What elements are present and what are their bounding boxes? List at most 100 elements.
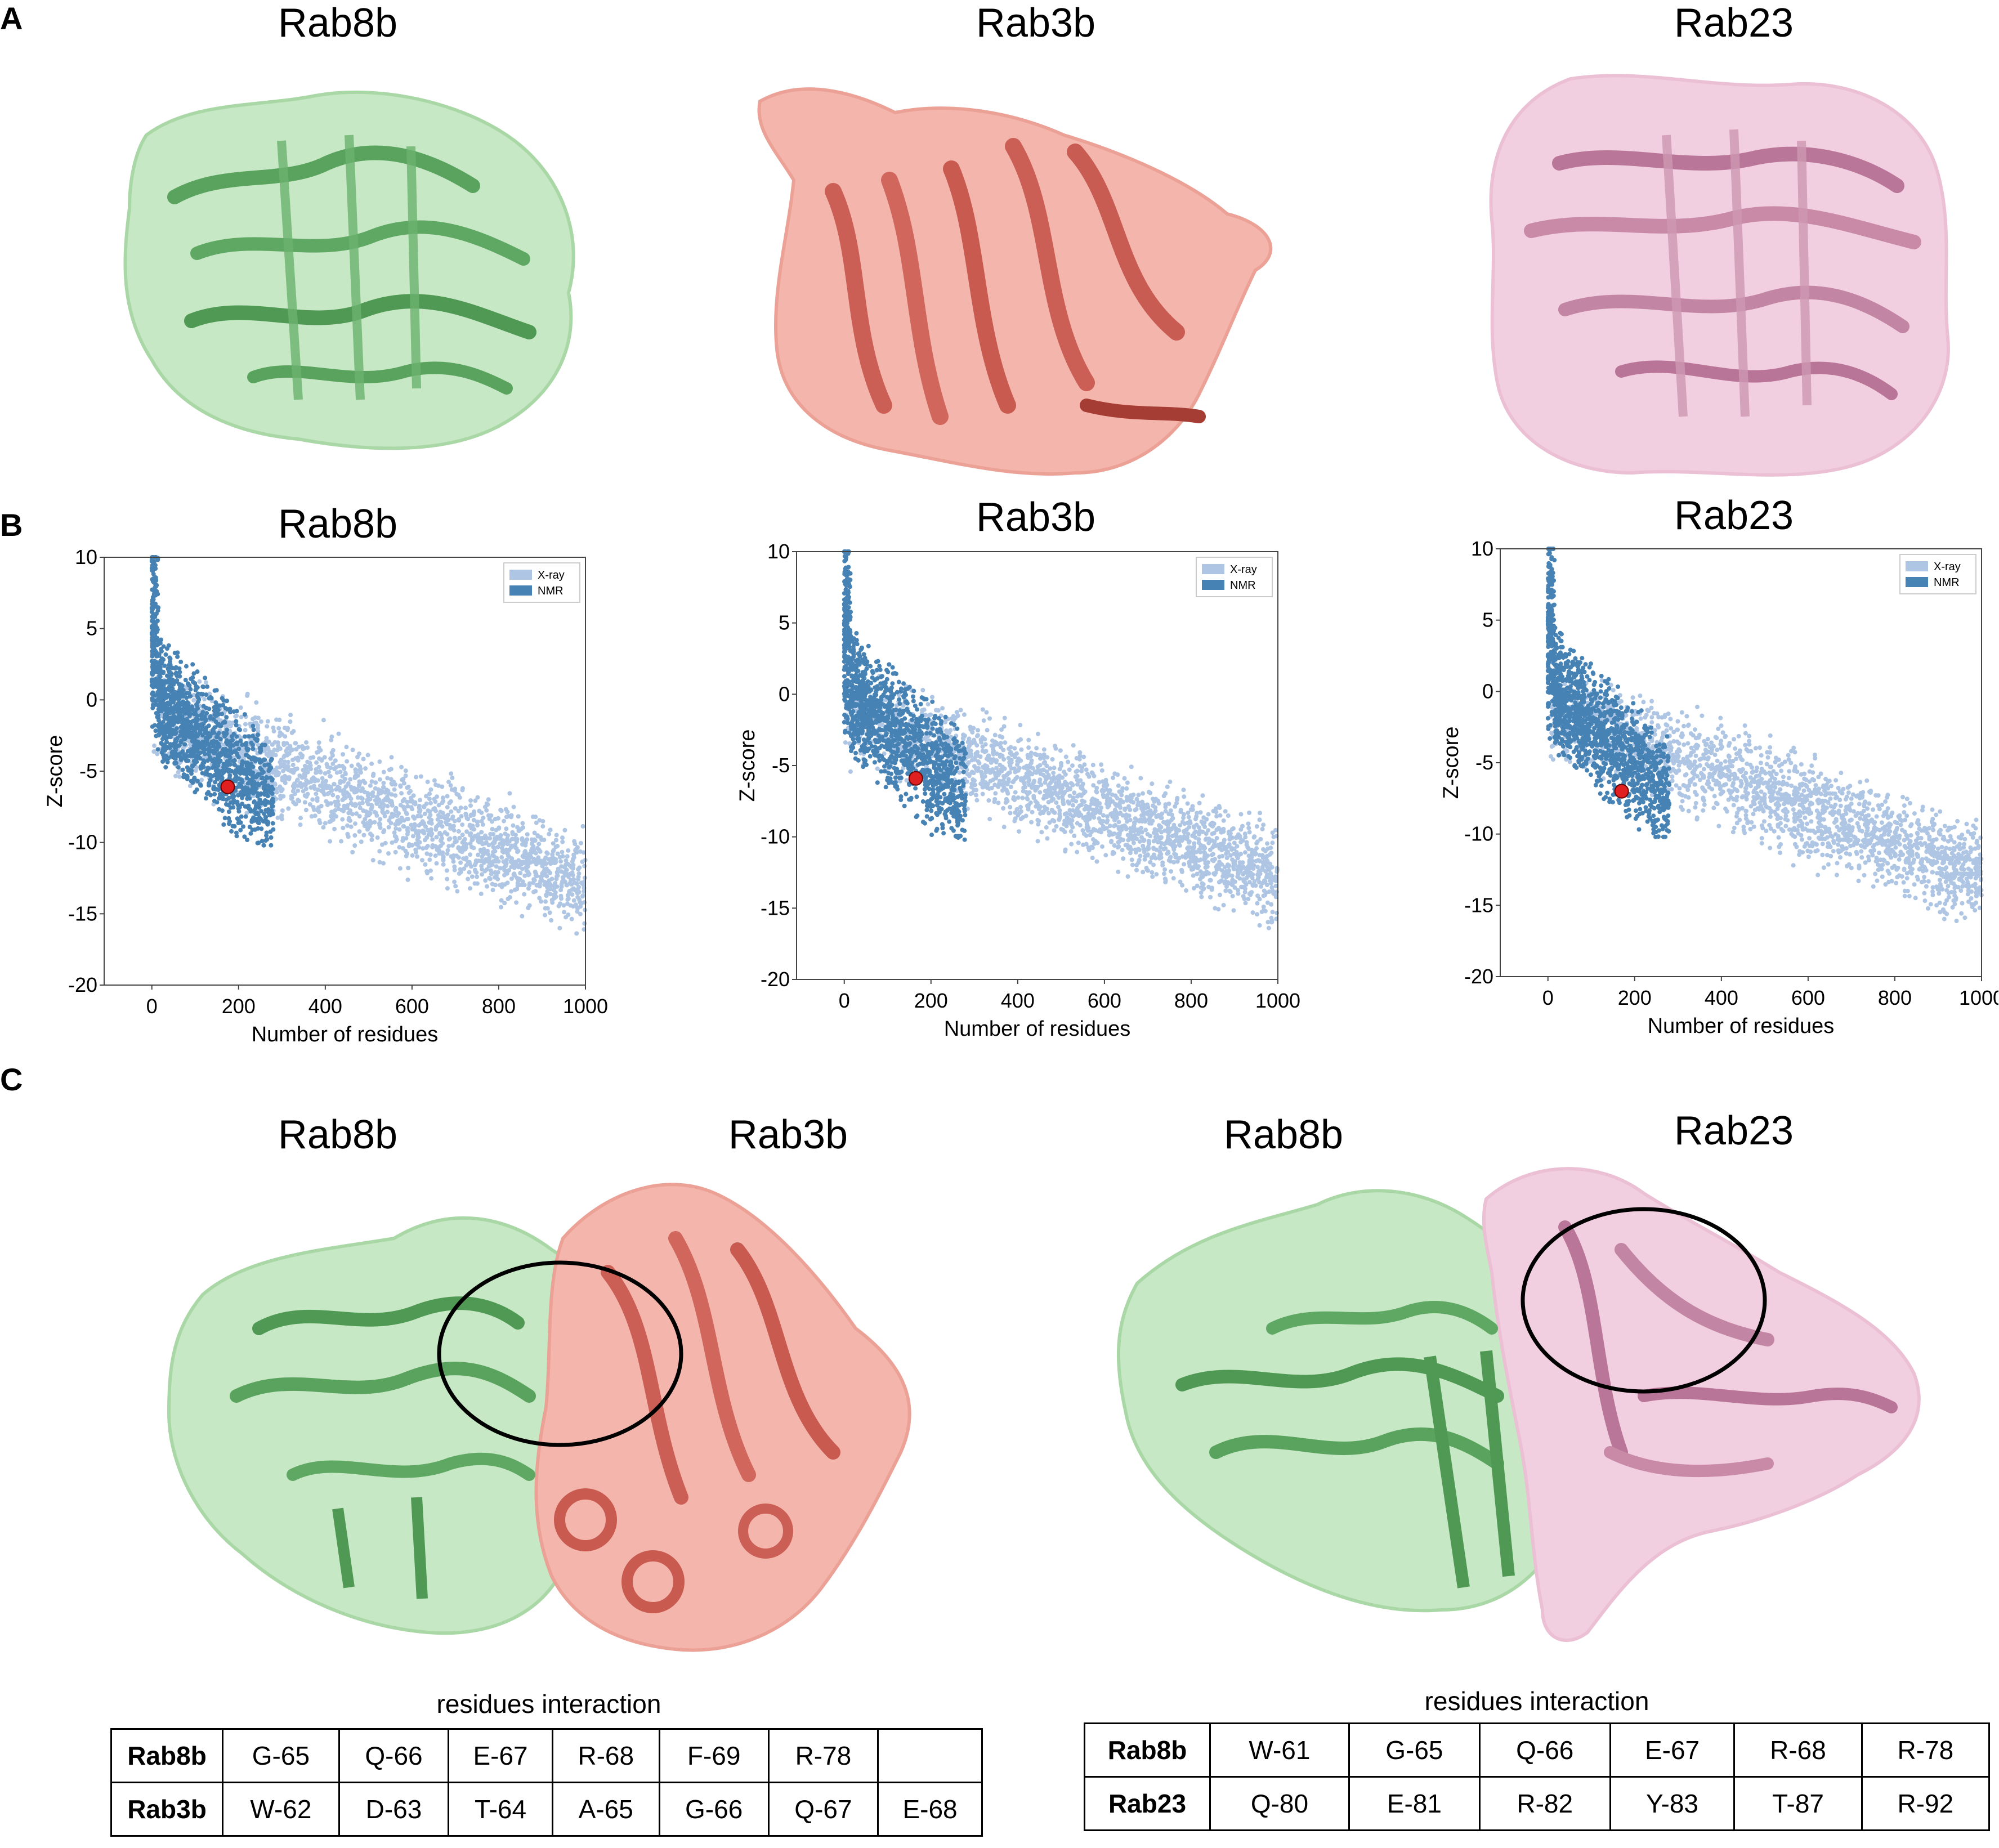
xray-point (279, 816, 284, 821)
xray-point (1086, 774, 1092, 779)
nmr-point (240, 742, 245, 748)
chart-title-rab23: Rab23 (1674, 493, 1794, 538)
xray-point (445, 876, 450, 882)
xray-point (972, 737, 977, 742)
xray-point (1116, 844, 1121, 849)
xray-point (1070, 782, 1075, 787)
xray-point (316, 740, 321, 745)
xray-point (1174, 831, 1179, 836)
xray-point (280, 808, 285, 813)
xray-point (564, 883, 569, 888)
xray-point (280, 787, 285, 792)
xray-point (923, 713, 928, 718)
nmr-point (225, 742, 230, 747)
xray-point (1224, 875, 1229, 880)
xray-point (1032, 778, 1037, 784)
xray-point (992, 771, 998, 776)
nmr-point (159, 649, 164, 654)
nmr-point (235, 753, 240, 758)
xray-point (1273, 827, 1278, 833)
xray-point (1270, 840, 1275, 845)
xray-point (343, 776, 348, 781)
xray-point (525, 862, 530, 867)
nmr-point (204, 692, 209, 697)
xray-point (296, 758, 301, 763)
nmr-point (212, 760, 217, 765)
xray-point (1116, 840, 1121, 845)
xray-point (514, 839, 519, 844)
xray-point (1213, 906, 1218, 911)
xray-point (1084, 825, 1089, 830)
xray-point (378, 817, 383, 822)
nmr-point (224, 715, 229, 720)
xray-point (314, 767, 319, 772)
xray-point (1026, 745, 1031, 750)
xray-point (1115, 796, 1120, 801)
nmr-point (217, 807, 222, 812)
xray-point (1123, 806, 1128, 811)
xray-point (1151, 803, 1156, 808)
xray-point (1067, 793, 1072, 798)
xray-point (848, 769, 853, 774)
xray-point (1268, 871, 1273, 876)
xray-point (322, 755, 327, 760)
xray-point (286, 806, 291, 811)
xray-point (275, 748, 280, 753)
xray-point (1244, 882, 1249, 887)
xray-point (320, 776, 325, 781)
xray-point (1077, 750, 1083, 755)
xray-point (340, 817, 345, 822)
nmr-point (221, 761, 226, 766)
xray-point (1154, 872, 1159, 877)
nmr-point (181, 775, 186, 780)
xray-point (1049, 794, 1054, 799)
xray-point (904, 778, 909, 783)
xray-point (238, 705, 243, 710)
xray-point (354, 811, 359, 816)
xray-point (321, 825, 326, 830)
xray-point (1246, 896, 1251, 901)
xray-point (1062, 769, 1067, 775)
xray-point (1054, 800, 1059, 805)
xray-point (1241, 894, 1246, 899)
nmr-point (187, 753, 192, 758)
chart-title-rab8b: Rab8b (278, 502, 398, 547)
xray-point (1230, 857, 1235, 862)
structure-title-rab3b: Rab3b (976, 1, 1096, 46)
nmr-point (153, 620, 158, 625)
xray-point (514, 846, 519, 851)
xray-point (458, 870, 463, 875)
nmr-point (150, 724, 155, 729)
xray-point (1013, 790, 1018, 795)
nmr-point (164, 755, 169, 760)
nmr-point (238, 827, 243, 833)
nmr-point (190, 764, 195, 769)
xray-point (346, 811, 351, 816)
xray-point (234, 713, 239, 718)
nmr-point (173, 671, 178, 676)
nmr-point (160, 706, 166, 712)
xray-point (424, 801, 429, 806)
xray-point (432, 797, 437, 802)
nmr-point (243, 804, 248, 809)
xray-point (573, 842, 578, 847)
xray-point (1119, 793, 1124, 798)
nmr-point (178, 689, 184, 694)
xray-point (1058, 787, 1063, 793)
xray-point (484, 808, 489, 813)
nmr-point (262, 811, 267, 816)
xray-point (494, 864, 499, 869)
xray-point (417, 798, 422, 803)
nmr-point (190, 706, 195, 712)
xray-point (1223, 888, 1228, 893)
nmr-point (200, 725, 205, 730)
xray-point (555, 873, 560, 878)
nmr-point (193, 708, 198, 713)
xray-point (483, 878, 488, 883)
xray-point (1125, 874, 1130, 879)
xray-point (1138, 853, 1143, 858)
xray-point (404, 811, 409, 816)
nmr-point (193, 790, 198, 795)
xray-point (191, 692, 196, 697)
xray-point (266, 747, 271, 752)
